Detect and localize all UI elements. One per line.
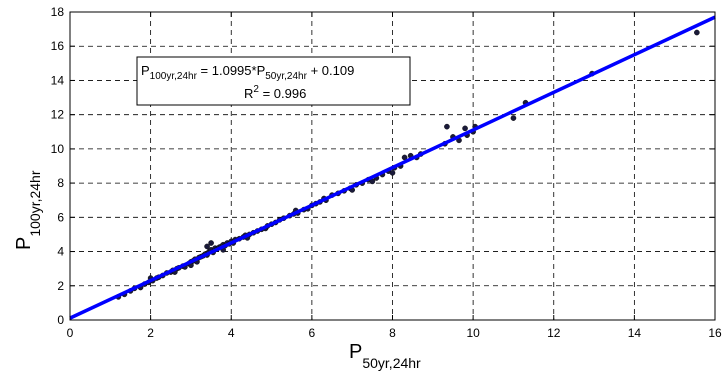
data-point <box>208 240 214 246</box>
x-tick-label: 8 <box>389 326 396 340</box>
x-tick-label: 10 <box>466 326 480 340</box>
axis-ticks: 0 2 4 6 8 10 12 14 16 0 2 4 6 8 10 12 14 16 18 <box>51 5 722 340</box>
x-tick-label: 6 <box>309 326 316 340</box>
data-point <box>389 170 396 176</box>
y-tick-label: 0 <box>57 313 64 327</box>
x-tick-label: 16 <box>708 326 722 340</box>
data-point <box>204 243 210 250</box>
annotation-box <box>136 56 411 106</box>
x-tick-label: 12 <box>547 326 561 340</box>
y-tick-label: 4 <box>57 245 64 259</box>
data-point <box>401 154 408 161</box>
y-tick-label: 2 <box>57 279 64 293</box>
x-tick-label: 0 <box>67 326 74 340</box>
x-tick-label: 14 <box>628 326 642 340</box>
regression-line <box>69 15 716 320</box>
y-axis-label: P100yr,24hr <box>13 170 43 250</box>
equation-annotation: P100yr,24hr = 1.0995*P50yr,24hr + 0.109 … <box>136 56 411 106</box>
y-tick-label: 10 <box>51 142 65 156</box>
r-squared-text: R2 = 0.996 <box>244 84 306 101</box>
x-axis-label: P50yr,24hr <box>349 341 421 371</box>
data-point <box>694 29 700 36</box>
data-point <box>510 115 517 121</box>
x-tick-label: 2 <box>147 326 154 340</box>
y-tick-label: 12 <box>51 108 65 122</box>
equation-text: P100yr,24hr = 1.0995*P50yr,24hr + 0.109 <box>141 63 354 82</box>
y-tick-label: 16 <box>51 39 65 53</box>
y-tick-label: 18 <box>51 5 65 19</box>
data-point <box>444 123 450 130</box>
y-tick-label: 8 <box>57 176 64 190</box>
x-tick-label: 4 <box>228 326 235 340</box>
y-tick-label: 6 <box>57 210 64 224</box>
data-point <box>462 125 468 132</box>
y-tick-label: 14 <box>51 73 65 87</box>
